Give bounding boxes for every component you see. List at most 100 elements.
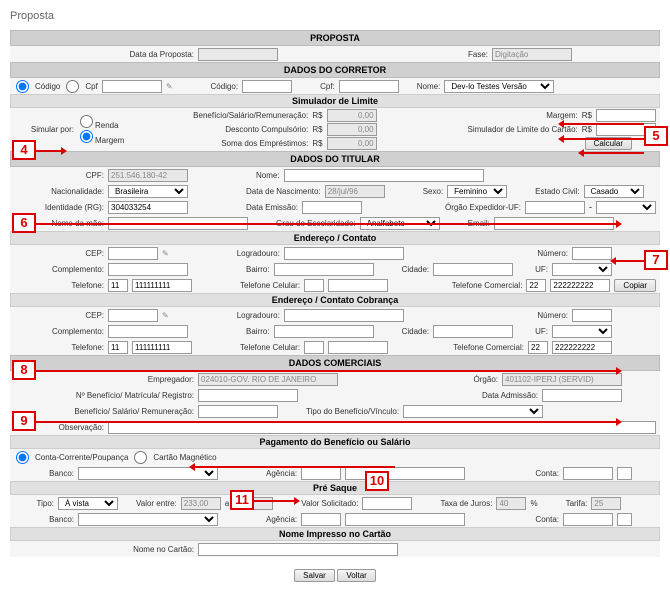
input-com-ddd[interactable] [526,279,546,292]
input-cpf[interactable] [339,80,399,93]
label-tipo-ben: Tipo do Benefício/Vínculo: [306,407,399,416]
input-nome-t[interactable] [284,169,484,182]
input-tel-ddd[interactable] [108,279,128,292]
input-agencia-nome[interactable] [345,467,465,480]
label-num-beneficio: Nº Benefício/ Matrícula/ Registro: [14,391,194,400]
input-agencia-nome2[interactable] [345,513,465,526]
input-cel-ddd2[interactable] [304,341,324,354]
input-tel-ddd2[interactable] [108,341,128,354]
label-rs4: R$ [582,125,592,134]
section-titular: DADOS DO TITULAR [10,151,660,167]
select-orgao-uf[interactable] [596,201,656,214]
input-logradouro[interactable] [284,247,404,260]
input-margem[interactable] [596,109,656,122]
input-com-ddd2[interactable] [528,341,548,354]
input-codigo[interactable] [242,80,292,93]
radio-renda[interactable] [80,115,93,128]
input-bairro2[interactable] [274,325,374,338]
callout-10: 10 [365,471,389,491]
section-simulador: Simulador de Limite [10,94,660,108]
label-banco2: Banco: [14,515,74,524]
cep-lookup-icon[interactable]: ✎ [162,249,169,258]
copiar-button[interactable]: Copiar [614,279,656,292]
input-soma-emp[interactable] [327,137,377,150]
select-sexo[interactable]: Feminino [447,185,507,198]
select-uf2[interactable] [552,325,612,338]
select-banco2[interactable] [78,513,218,526]
input-numero[interactable] [572,247,612,260]
label-logradouro2: Logradouro: [237,311,280,320]
input-cel-num[interactable] [328,279,388,292]
input-bairro[interactable] [274,263,374,276]
select-tipo-presaque[interactable]: À vista [58,497,118,510]
input-cep2[interactable] [108,309,158,322]
voltar-button[interactable]: Voltar [337,569,375,582]
label-numero2: Número: [537,311,568,320]
input-num-beneficio[interactable] [198,389,298,402]
input-tel-num[interactable] [132,279,192,292]
select-tipo-ben[interactable] [403,405,543,418]
cep-lookup-icon2[interactable]: ✎ [162,311,169,320]
radio-margem[interactable] [80,130,93,143]
callout-11: 11 [230,490,254,510]
select-banco[interactable] [78,467,218,480]
input-data-proposta[interactable] [198,48,278,61]
section-pagamento: Pagamento do Benefício ou Salário [10,435,660,449]
input-cel-num2[interactable] [328,341,388,354]
input-nome-cartao[interactable] [198,543,398,556]
input-cidade[interactable] [433,263,513,276]
input-corr-search[interactable] [102,80,162,93]
input-cidade2[interactable] [433,325,513,338]
salvar-button[interactable]: Salvar [294,569,335,582]
input-agencia2[interactable] [301,513,341,526]
label-tel-celular: Telefone Celular: [240,281,300,290]
input-orgao [502,373,622,386]
label-soma-emp: Soma dos Empréstimos: [148,139,308,148]
input-conta2[interactable] [563,513,613,526]
section-proposta: PROPOSTA [10,30,660,46]
label-valor-sol: Valor Solicitado: [301,499,358,508]
input-data-nasc[interactable] [325,185,385,198]
input-identidade[interactable] [108,201,188,214]
select-corretor-nome[interactable]: Dev-lo Testes Versão [444,80,554,93]
label-nacionalidade: Nacionalidade: [14,187,104,196]
radio-codigo[interactable] [16,80,29,93]
input-conta-dv2[interactable] [617,513,632,526]
select-uf[interactable] [552,263,612,276]
label-cartao-mag: Cartão Magnético [153,453,216,462]
input-complemento[interactable] [108,263,188,276]
select-nacionalidade[interactable]: Brasileira [108,185,188,198]
radio-cpf[interactable] [66,80,79,93]
input-agencia[interactable] [301,467,341,480]
section-cartao: Nome Impresso no Cartão [10,527,660,541]
input-com-num[interactable] [550,279,610,292]
input-complemento2[interactable] [108,325,188,338]
label-orgao: Órgão: [474,375,498,384]
input-logradouro2[interactable] [284,309,404,322]
input-valor-sol[interactable] [362,497,412,510]
label-cpf-t: CPF: [14,171,104,180]
input-cpf-t[interactable] [108,169,188,182]
input-numero2[interactable] [572,309,612,322]
input-cep[interactable] [108,247,158,260]
input-tel-num2[interactable] [132,341,192,354]
input-data-emissao[interactable] [302,201,362,214]
label-identidade: Identidade (RG): [14,203,104,212]
input-orgao-exp[interactable] [525,201,585,214]
callout-8: 8 [12,360,36,380]
input-beneficio[interactable] [327,109,377,122]
callout-5: 5 [644,126,668,146]
input-conta-dv[interactable] [617,467,632,480]
input-com-num2[interactable] [552,341,612,354]
input-conta[interactable] [563,467,613,480]
input-cel-ddd[interactable] [304,279,324,292]
input-ben-sal-rem[interactable] [198,405,278,418]
radio-cartao-mag[interactable] [134,451,147,464]
input-desconto[interactable] [327,123,377,136]
label-valor-entre: Valor entre: [136,499,177,508]
select-estado-civil[interactable]: Casado [584,185,644,198]
search-icon[interactable]: ✎ [166,82,173,91]
radio-conta-corrente[interactable] [16,451,29,464]
input-data-admissao[interactable] [542,389,622,402]
input-empregador [198,373,338,386]
